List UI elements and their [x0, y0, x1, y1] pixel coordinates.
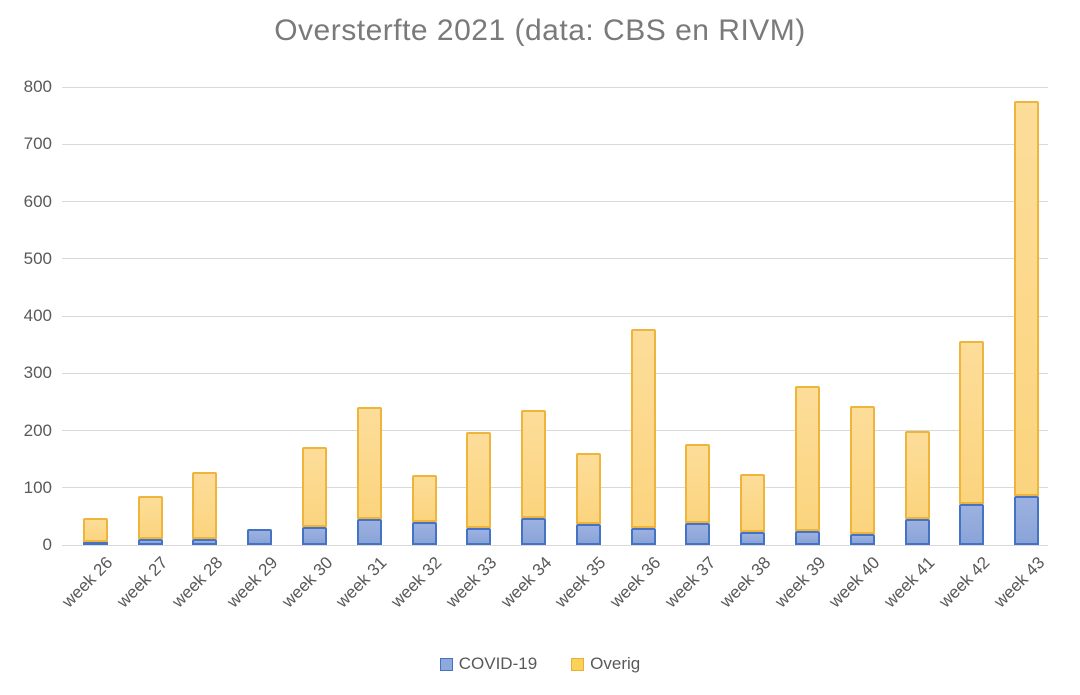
y-tick-label-100: 100: [23, 477, 52, 497]
bar-week-35: [575, 87, 601, 545]
bar-segment-week-34-covid-19: [521, 518, 547, 545]
gridline-600: [62, 201, 1048, 202]
bar-segment-week-31-covid-19: [356, 519, 382, 545]
bar-segment-week-28-overig: [192, 472, 218, 539]
bar-segment-week-36-covid-19: [630, 527, 656, 545]
bar-segment-week-40-overig: [849, 406, 875, 534]
bar-segment-week-27-covid-19: [137, 539, 163, 545]
legend-label-covid-19: COVID-19: [458, 654, 538, 673]
y-tick-label-200: 200: [23, 420, 52, 440]
bar-week-40: [849, 87, 875, 545]
bar-segment-week-33-covid-19: [466, 528, 492, 545]
legend-swatch-overig-icon: [571, 657, 585, 671]
gridline-300: [62, 372, 1048, 374]
bar-segment-week-40-covid-19: [849, 533, 875, 545]
bar-segment-week-39-overig: [795, 385, 820, 531]
legend-label-overig: Overig: [590, 654, 641, 673]
legend: COVID-19 Overig: [0, 654, 1080, 674]
bar-week-36: [630, 87, 656, 545]
gridline-700: [62, 143, 1048, 145]
gridline-100: [62, 487, 1048, 489]
bar-week-34: [521, 87, 547, 545]
bar-week-39: [795, 87, 820, 545]
bar-segment-week-35-overig: [575, 453, 601, 524]
bar-segment-week-30-overig: [302, 446, 327, 527]
bar-segment-week-26-overig: [82, 518, 108, 543]
bar-segment-week-32-covid-19: [411, 522, 437, 545]
y-tick-label-0: 0: [42, 535, 52, 554]
gridline-800: [62, 86, 1048, 88]
y-tick-label-800: 800: [23, 77, 52, 96]
bar-segment-week-30-covid-19: [302, 526, 327, 545]
plot-area: [62, 86, 1048, 546]
gridline-0: [62, 544, 1048, 546]
bar-segment-week-41-covid-19: [904, 519, 930, 545]
bar-segment-week-27-overig: [137, 495, 163, 540]
bar-week-26: [82, 87, 108, 545]
bar-week-41: [904, 87, 930, 545]
bar-week-30: [302, 87, 327, 545]
y-tick-label-400: 400: [23, 306, 52, 325]
legend-item-overig: Overig: [571, 654, 640, 674]
bar-segment-week-42-covid-19: [959, 503, 985, 545]
bar-segment-week-38-overig: [740, 474, 766, 533]
bar-segment-week-41-overig: [904, 430, 930, 520]
bar-segment-week-37-covid-19: [685, 523, 711, 545]
legend-swatch-covid-19-icon: [439, 657, 453, 671]
bar-segment-week-34-overig: [521, 410, 547, 519]
bar-week-31: [356, 87, 382, 545]
bar-segment-week-38-covid-19: [740, 532, 766, 545]
bar-segment-week-39-covid-19: [795, 530, 820, 545]
legend-item-covid-19: COVID-19: [439, 654, 538, 674]
bar-segment-week-42-overig: [959, 340, 985, 504]
gridline-500: [62, 258, 1048, 260]
y-tick-label-700: 700: [23, 134, 52, 154]
gridline-400: [62, 315, 1048, 317]
bar-segment-week-29-covid-19: [247, 528, 273, 545]
bar-week-43: [1014, 87, 1040, 545]
bar-segment-week-33-overig: [466, 432, 492, 529]
y-tick-label-300: 300: [23, 363, 52, 383]
bar-segment-week-31-overig: [356, 407, 382, 520]
bar-week-37: [685, 87, 711, 545]
chart-title: Oversterfte 2021 (data: CBS en RIVM): [274, 14, 806, 47]
bar-week-38: [740, 87, 766, 545]
bar-week-32: [411, 87, 437, 545]
y-tick-label-600: 600: [23, 191, 52, 211]
bar-week-28: [192, 87, 218, 545]
bar-week-42: [959, 87, 985, 545]
bar-segment-week-32-overig: [411, 474, 437, 523]
bar-segment-week-37-overig: [685, 443, 711, 524]
bar-segment-week-43-covid-19: [1014, 496, 1040, 545]
bar-segment-week-28-covid-19: [192, 538, 218, 545]
y-tick-label-500: 500: [23, 248, 52, 268]
bar-segment-week-43-overig: [1014, 101, 1040, 497]
gridline-200: [62, 430, 1048, 431]
bar-segment-week-36-overig: [630, 328, 656, 528]
bar-week-29: [247, 87, 273, 545]
bar-week-33: [466, 87, 492, 545]
x-tick-label-week-26: week 26: [58, 553, 117, 612]
bar-week-27: [137, 87, 163, 545]
bar-segment-week-35-covid-19: [575, 523, 601, 545]
x-tick-week-43: week 43: [990, 553, 1080, 611]
